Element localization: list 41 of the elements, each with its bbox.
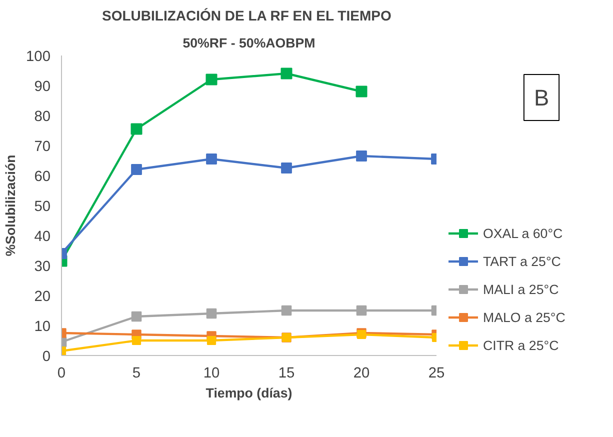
y-tick-label: 100 (26, 49, 51, 65)
x-tick-label: 20 (353, 366, 370, 382)
chart-subtitle: 50%RF - 50%AOBPM (182, 36, 316, 50)
point (206, 154, 217, 164)
y-tick-label: 20 (34, 289, 51, 305)
point (356, 86, 368, 98)
y-tick-label: 50 (34, 199, 51, 215)
y-tick-label: 60 (34, 169, 51, 185)
y-tick-label: 0 (42, 349, 51, 365)
point (280, 68, 292, 80)
point (356, 305, 367, 316)
chart-title: SOLUBILIZACIÓN DE LA RF EN EL TIEMPO (102, 8, 392, 24)
point (356, 150, 367, 162)
x-tick-label: 25 (428, 366, 445, 382)
point (281, 305, 292, 316)
point (131, 311, 142, 322)
y-tick-label: 30 (34, 259, 51, 275)
point (206, 308, 217, 319)
y-tick-label: 90 (34, 79, 51, 95)
y-tick-label: 70 (34, 139, 51, 155)
text: B (534, 84, 550, 110)
legend-label: CITR a 25°C (483, 338, 559, 352)
point (130, 123, 142, 135)
point (131, 164, 142, 175)
point (206, 74, 218, 86)
x-tick-label: 10 (203, 366, 220, 382)
y-tick-label: 80 (34, 109, 51, 125)
legend-label: MALI a 25°C (483, 282, 559, 296)
x-tick-label: 0 (57, 366, 66, 382)
legend-label: TART a 25°C (483, 254, 561, 268)
y-tick-label: 40 (34, 229, 51, 245)
x-tick-label: 15 (278, 366, 295, 382)
x-tick-label: 5 (132, 366, 141, 382)
y-axis-title: %Solubilización (3, 154, 18, 256)
legend-label: OXAL a 60°C (483, 226, 563, 240)
legend-label: MALO a 25°C (483, 310, 566, 324)
point (281, 162, 292, 174)
point (206, 336, 216, 346)
x-axis-title: Tiempo (días) (206, 386, 292, 400)
point (132, 336, 142, 346)
y-tick-label: 10 (34, 319, 51, 335)
